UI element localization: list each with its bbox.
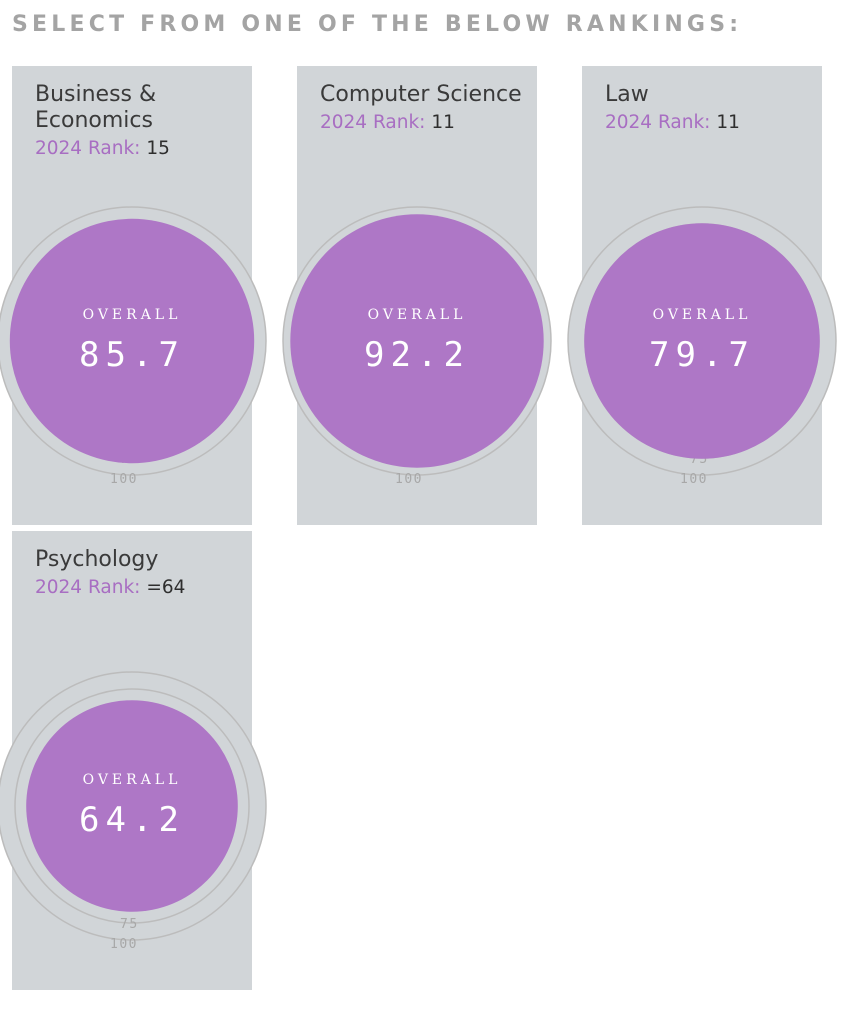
overall-score-gauge: 25 50 75 100 OVERALL 92.2 xyxy=(282,206,552,487)
rank-label: 2024 Rank: xyxy=(320,112,426,133)
rank-line: 2024 Rank: 11 xyxy=(605,112,740,133)
rankings-heading: SELECT FROM ONE OF THE BELOW RANKINGS: xyxy=(12,12,743,37)
overall-score-value: 79.7 xyxy=(649,335,755,375)
rank-line: 2024 Rank: 11 xyxy=(320,112,455,133)
rank-value: =64 xyxy=(146,577,186,598)
overall-label: OVERALL xyxy=(82,772,182,788)
overall-score-value: 92.2 xyxy=(364,335,470,375)
rank-label: 2024 Rank: xyxy=(35,138,141,159)
score-fill-circle xyxy=(290,214,544,468)
rank-value: 11 xyxy=(716,112,740,133)
overall-score-gauge: 25 50 75 100 OVERALL 64.2 xyxy=(0,671,267,952)
rank-line: 2024 Rank: =64 xyxy=(35,577,185,598)
scale-tick: 100 xyxy=(110,937,138,952)
overall-score-value: 85.7 xyxy=(79,335,185,375)
scale-tick: 100 xyxy=(395,472,423,487)
subject-title: Computer Science xyxy=(320,82,522,107)
scale-tick: 75 xyxy=(120,917,139,932)
rank-line: 2024 Rank: 15 xyxy=(35,138,170,159)
rank-label: 2024 Rank: xyxy=(35,577,141,598)
overall-label: OVERALL xyxy=(82,307,182,323)
subject-title: Business & Economics xyxy=(35,82,157,133)
ranking-card-law[interactable]: Law 2024 Rank: 11 25 50 75 100 OVERALL 7… xyxy=(567,66,837,525)
overall-score-gauge: 25 50 75 100 OVERALL 79.7 xyxy=(567,206,837,487)
overall-label: OVERALL xyxy=(652,307,752,323)
rank-value: 11 xyxy=(431,112,455,133)
ranking-card-computer-science[interactable]: Computer Science 2024 Rank: 11 25 50 75 … xyxy=(282,66,552,525)
scale-tick: 100 xyxy=(110,472,138,487)
overall-label: OVERALL xyxy=(367,307,467,323)
ranking-card-business-economics[interactable]: Business & Economics 2024 Rank: 15 25 50… xyxy=(0,66,267,525)
score-fill-circle xyxy=(9,218,255,464)
score-fill-circle xyxy=(584,223,820,459)
score-fill-circle xyxy=(26,700,238,912)
rank-label: 2024 Rank: xyxy=(605,112,711,133)
overall-score-gauge: 25 50 75 100 OVERALL 85.7 xyxy=(0,206,267,487)
subject-title: Psychology xyxy=(35,547,159,572)
rank-value: 15 xyxy=(146,138,170,159)
subject-title: Law xyxy=(605,82,649,107)
overall-score-value: 64.2 xyxy=(79,800,185,840)
scale-tick: 100 xyxy=(680,472,708,487)
gauge-inner-ring xyxy=(14,688,250,924)
ranking-card-psychology[interactable]: Psychology 2024 Rank: =64 25 50 75 100 O… xyxy=(0,531,267,990)
